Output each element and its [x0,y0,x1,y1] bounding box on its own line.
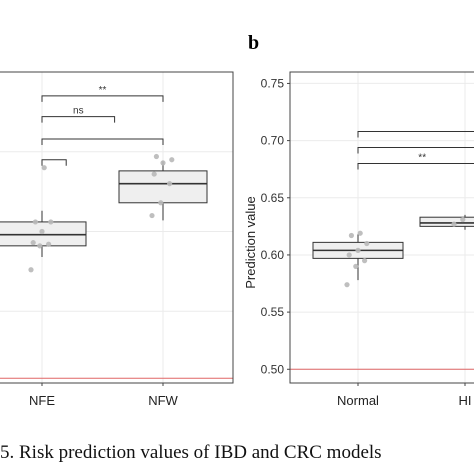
data-point [39,228,45,235]
y-tick-label: 0.50 [261,362,285,376]
data-point [153,153,159,160]
box-body [419,216,474,227]
data-point [364,240,370,247]
significance-bracket [357,146,474,154]
data-point [46,241,52,247]
box-nfw [118,153,208,221]
significance-bracket: ** [41,85,164,102]
bracket-label: ** [99,85,107,96]
data-point [451,221,457,227]
significance-bracket [41,138,164,145]
data-point [41,165,47,171]
figure-caption: 5. Risk prediction values of IBD and CRC… [0,442,382,463]
x-tick-label: NFW [148,393,178,408]
bracket-label: ** [418,152,426,163]
data-point [37,243,43,249]
box-normal [312,230,404,288]
bracket-label: ns [73,106,84,117]
data-point [160,160,166,166]
bracket-line [41,159,67,166]
bracket-line [41,95,164,102]
x-tick-label: HI [459,393,472,408]
chart-panel-a: NFE NFW ** ns [0,71,234,408]
significance-bracket: ns [41,106,116,123]
y-tick-label: 0.65 [261,191,285,205]
y-tick-label: 0.70 [261,134,285,148]
data-point [353,263,359,269]
plot-border [0,71,234,384]
box-body [118,170,208,204]
y-tick-label: 0.55 [261,305,285,319]
bracket-line [41,138,164,145]
chart-panel-b: 0.50 0.55 0.60 0.65 0.70 0.75 Prediction value… [243,71,474,408]
bracket-line [357,130,474,138]
y-tick-label: 0.60 [261,248,285,262]
panel-label: b [248,32,260,54]
data-point [28,267,34,273]
data-point [32,219,39,225]
data-point [348,232,354,239]
significance-bracket: ** [357,152,474,170]
data-point [158,200,164,206]
data-point [357,230,363,236]
plot-border [289,71,474,384]
data-point [149,212,155,219]
data-point [30,240,36,246]
x-tick-label: NFE [29,393,55,408]
box-nfe [0,165,87,273]
significance-bracket [357,130,474,138]
data-point [362,258,368,264]
figure-canvas: NFE NFW ** ns 0.50 0.55 0.60 0.65 0.70 0.75 Predic… [0,71,474,408]
x-tick-label: Normal [337,393,379,408]
y-tick-label: 0.75 [261,76,285,90]
data-point [151,171,157,177]
bracket-line [41,116,116,123]
y-axis-label: Prediction value [243,196,258,289]
data-point [346,252,352,258]
significance-bracket [41,159,67,166]
data-point [460,216,466,223]
data-point [48,219,54,225]
bracket-line [357,146,474,154]
data-point [169,157,175,163]
box-hi [419,214,474,230]
bracket-line [357,162,474,170]
data-point [355,247,361,253]
data-point [344,282,350,288]
data-point [167,181,173,187]
